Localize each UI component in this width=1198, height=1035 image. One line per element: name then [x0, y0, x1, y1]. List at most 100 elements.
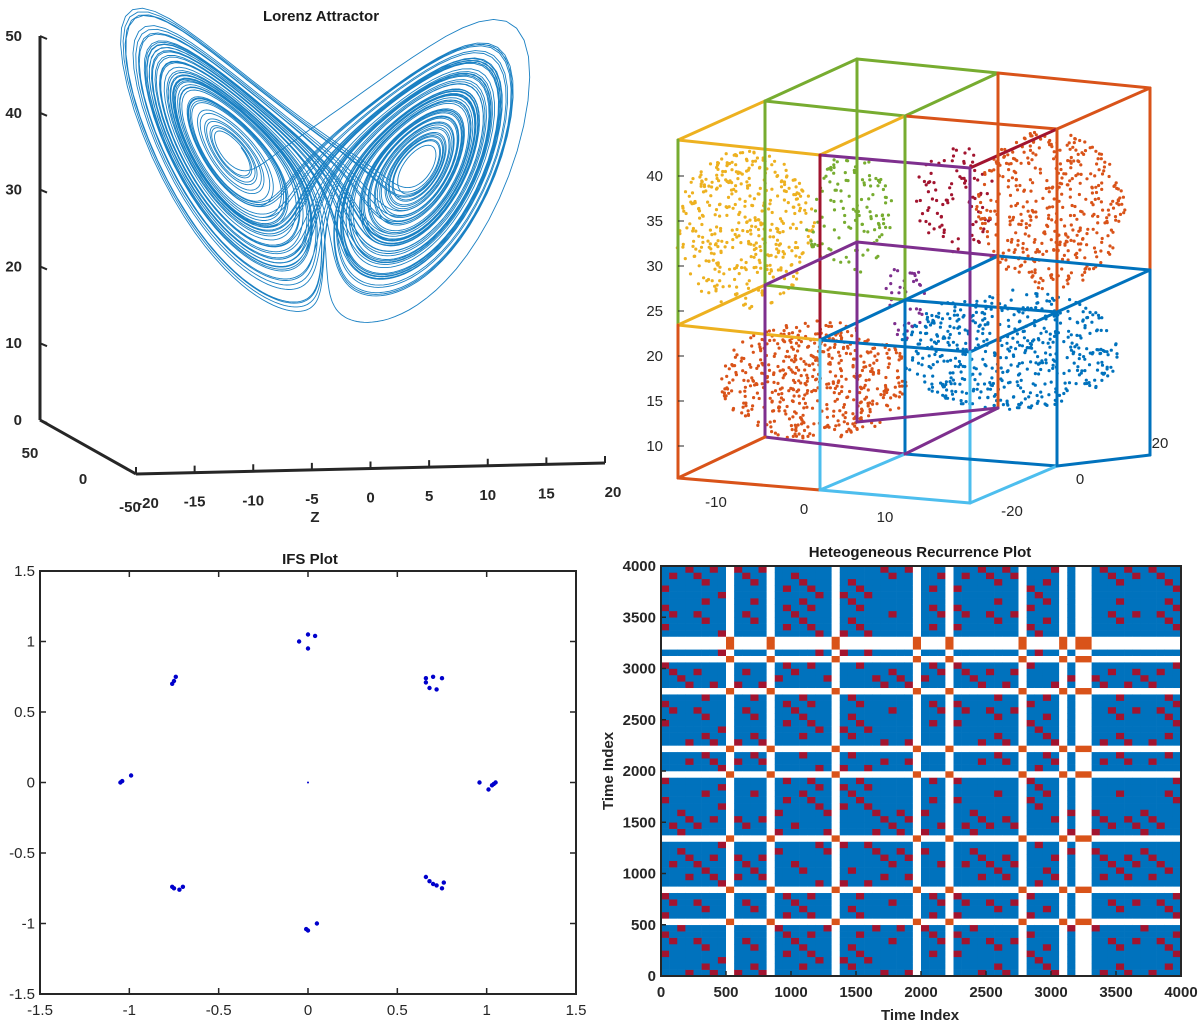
partition-point [1051, 340, 1055, 344]
rp-cell [766, 674, 776, 682]
rp-cell [888, 694, 897, 701]
rp-cell [864, 835, 873, 842]
partition-point [975, 299, 979, 303]
rp-cell [912, 841, 922, 849]
partition-point [947, 343, 951, 347]
rp-cell [661, 854, 670, 861]
partition-point [756, 218, 760, 222]
partition-point [930, 385, 935, 389]
rp-cell [774, 969, 784, 977]
partition-point [722, 272, 726, 276]
rp-cell [726, 924, 735, 932]
rp-cell [896, 732, 906, 740]
rp-cell [677, 681, 686, 689]
rp-cell [669, 956, 678, 964]
rp-cell [864, 783, 873, 791]
rp-cell [799, 899, 808, 906]
partition-point [825, 386, 829, 390]
rp-cell [766, 822, 776, 829]
rp-cell [685, 879, 694, 887]
rp-cell [685, 937, 694, 945]
partition-point [799, 381, 803, 385]
rp-cell [929, 674, 938, 682]
partition-point [1077, 357, 1081, 361]
rp-cell [669, 726, 678, 733]
rp-cell [677, 738, 686, 746]
rp-cell [807, 860, 816, 868]
partition-point [940, 353, 944, 358]
rp-cell [717, 617, 727, 624]
rp-cell [766, 867, 776, 874]
rp-cell [758, 899, 767, 906]
rp-cell [693, 578, 702, 586]
partition-point [752, 150, 756, 154]
ifs-y-tick-label: -0.5 [9, 845, 35, 862]
partition-point [868, 363, 872, 367]
partition-point [812, 355, 816, 359]
partition-point [694, 229, 698, 233]
rp-cell [880, 630, 889, 637]
rp-cell [961, 649, 971, 656]
rp-cell [864, 809, 873, 817]
rp-cell [701, 585, 711, 592]
rp-cell [726, 642, 735, 650]
partition-point [743, 394, 747, 398]
rp-cell [758, 892, 767, 900]
partition-point [1019, 386, 1023, 390]
rp-cell [669, 591, 678, 599]
rp-cell [888, 822, 897, 829]
rp-cell [799, 841, 808, 849]
rp-cell [726, 918, 735, 926]
rp-cell [839, 860, 849, 868]
rp-cell [856, 649, 865, 656]
partition-point [1111, 230, 1115, 234]
rp-cell [839, 674, 849, 682]
rp-cell [921, 931, 930, 938]
rp-cell [750, 860, 759, 868]
rp-cell [661, 886, 670, 894]
partition-point [794, 428, 798, 432]
rp-cell [823, 796, 832, 804]
rp-cell [994, 956, 1003, 964]
partition-point [733, 292, 738, 296]
rp-cell [717, 604, 727, 612]
rp-cell [856, 642, 865, 650]
rp-cell [961, 924, 971, 932]
rp-cell [677, 700, 686, 708]
rp-cell [669, 822, 678, 829]
rp-cell [782, 777, 792, 785]
rp-cell [856, 777, 865, 785]
rp-cell [685, 803, 694, 810]
rp-cell [888, 771, 897, 778]
partition-point [1085, 347, 1089, 351]
partition-point [726, 195, 731, 199]
partition-point [893, 322, 897, 326]
ifs-point [296, 639, 302, 644]
rp-cell [726, 578, 735, 586]
rp-cell [888, 764, 897, 772]
rp-cell [758, 700, 767, 708]
rp-cell [815, 892, 824, 900]
partition-point [982, 382, 987, 386]
rp-cell [953, 681, 962, 689]
rp-cell [799, 719, 808, 727]
partition-point [1018, 183, 1022, 188]
rp-cell [847, 873, 857, 881]
rp-cell [986, 726, 995, 733]
partition-point [948, 186, 952, 190]
partition-point [1033, 271, 1037, 275]
partition-point [974, 367, 978, 371]
rp-cell [758, 578, 767, 586]
rp-cell [961, 719, 971, 727]
rp-cell [734, 572, 743, 580]
rp-cell [726, 822, 735, 829]
ifs-title: IFS Plot [282, 551, 338, 568]
rp-cell [945, 815, 954, 823]
rp-cell [856, 758, 865, 765]
rp-cell [766, 835, 776, 842]
rp-cell [896, 694, 906, 701]
partition-point [947, 336, 951, 340]
partition-point [1074, 174, 1078, 178]
partition-point [768, 228, 773, 232]
rp-cell [766, 873, 776, 881]
